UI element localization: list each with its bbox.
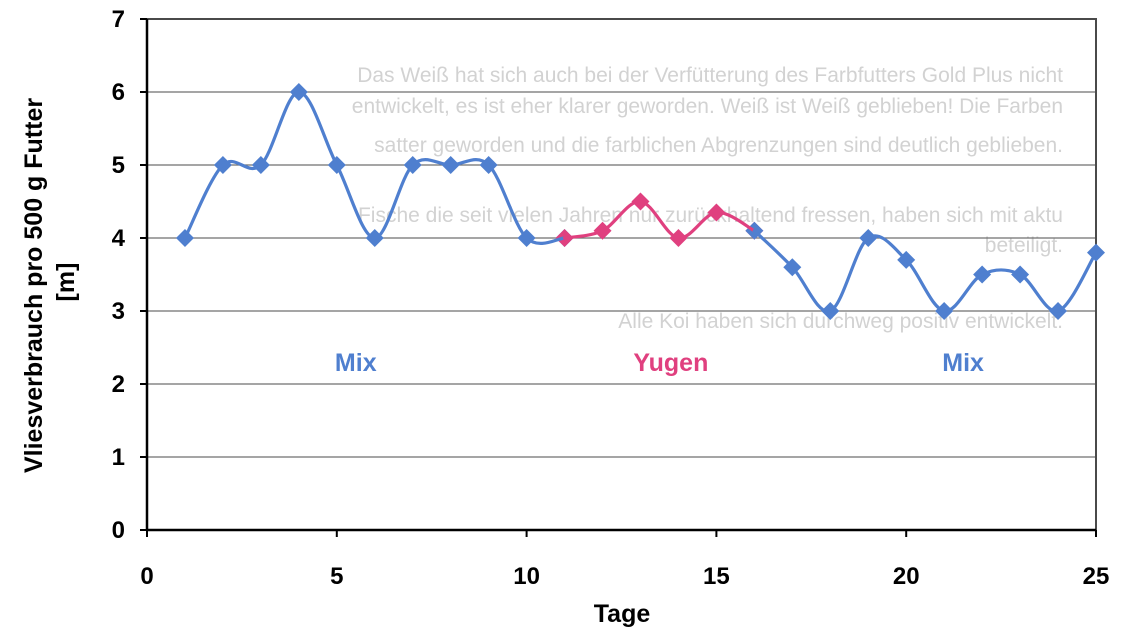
axes	[145, 18, 1097, 532]
y-axis-title-line-1: Vliesverbrauch pro 500 g Futter	[20, 98, 48, 473]
x-tick-label: 20	[893, 563, 920, 590]
y-tick-label: 7	[112, 6, 125, 33]
y-tick-label: 4	[112, 225, 126, 252]
region-label-mix: Mix	[335, 349, 377, 377]
x-tick-label: 10	[513, 563, 540, 590]
background-watermark-text: Das Weiß hat sich auch bei der Verfütter…	[352, 64, 1063, 333]
region-label-yugen: Yugen	[633, 349, 708, 377]
background-text-line: beteiligt.	[985, 234, 1063, 257]
series-line	[183, 90, 567, 245]
y-tick-label: 0	[112, 517, 125, 544]
series-line	[752, 229, 1098, 313]
background-text-line: satter geworden und die farblichen Abgre…	[374, 134, 1063, 157]
x-tick-label: 15	[703, 563, 730, 590]
y-tick-label: 2	[112, 371, 125, 398]
series-2-mix	[752, 229, 1098, 313]
y-tick-label: 1	[112, 444, 125, 471]
y-axis-title-line-2: [m]	[52, 263, 80, 302]
region-annotations: Mix Yugen Mix	[335, 349, 984, 377]
x-axis-title: Tage	[594, 600, 651, 628]
x-tick-label: 5	[330, 563, 343, 590]
region-label-mix: Mix	[942, 349, 984, 377]
data-series	[175, 83, 1105, 320]
tick-labels: 0 1 2 3 4 5 6 7 0 5 10 15 20 25	[112, 6, 1110, 590]
series-line	[562, 199, 756, 240]
y-tick-label: 5	[112, 152, 125, 179]
series-0-mix	[183, 90, 567, 245]
x-tick-label: 25	[1083, 563, 1110, 590]
x-tick-label: 0	[140, 563, 153, 590]
y-axis-title: Vliesverbrauch pro 500 g Futter [m]	[20, 91, 80, 473]
y-tick-label: 6	[112, 79, 125, 106]
background-text-line: Das Weiß hat sich auch bei der Verfütter…	[357, 64, 1063, 87]
background-text-line: Alle Koi haben sich durchweg positiv ent…	[618, 310, 1063, 333]
y-tick-label: 3	[112, 298, 125, 325]
background-text-line: entwickelt, es ist eher klarer geworden.…	[352, 95, 1063, 118]
series-1-yugen	[562, 199, 756, 240]
